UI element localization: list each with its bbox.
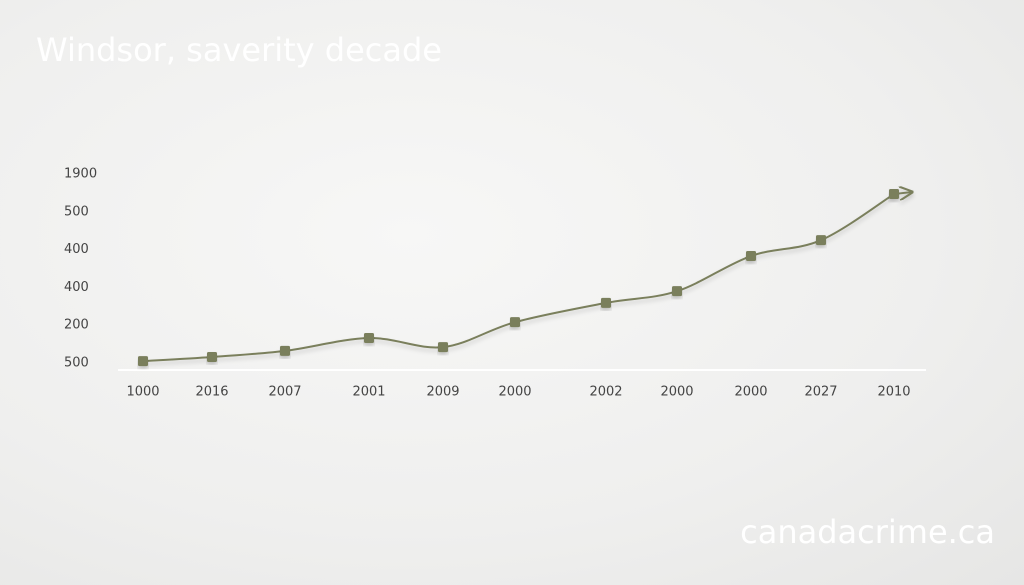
y-tick-label: 500 bbox=[64, 204, 89, 219]
point bbox=[672, 286, 682, 297]
point bbox=[889, 189, 899, 200]
line bbox=[142, 192, 912, 363]
y-tick-label: 400 bbox=[64, 280, 89, 295]
watermark: canadacrime.ca bbox=[740, 513, 995, 551]
x-tick-label: 2001 bbox=[352, 385, 385, 400]
y-tick-label: 1900 bbox=[64, 167, 97, 182]
point bbox=[364, 333, 374, 344]
x-tick-label: 2009 bbox=[426, 385, 459, 400]
x-tick-label: 2000 bbox=[660, 385, 693, 400]
point bbox=[207, 351, 217, 362]
y-tick-label: 200 bbox=[64, 318, 89, 333]
y-tick-label: 500 bbox=[64, 356, 89, 371]
x-tick-label: 2007 bbox=[268, 385, 301, 400]
point bbox=[138, 356, 148, 367]
x-tick-label: 1000 bbox=[126, 385, 159, 400]
x-tick-label: 2002 bbox=[589, 385, 622, 400]
x-tick-label: 2010 bbox=[877, 385, 910, 400]
x-tick-label: 2016 bbox=[195, 385, 228, 400]
point bbox=[601, 297, 611, 308]
x-tick-label: 2000 bbox=[498, 385, 531, 400]
x-tick-label: 2000 bbox=[734, 385, 767, 400]
point bbox=[746, 251, 756, 262]
point bbox=[280, 345, 290, 356]
point bbox=[816, 235, 826, 246]
x-tick-label: 2027 bbox=[804, 385, 837, 400]
point bbox=[510, 317, 520, 328]
y-tick-label: 400 bbox=[64, 242, 89, 257]
chart-title: Windsor, saverity decade bbox=[36, 31, 442, 69]
point bbox=[438, 342, 448, 353]
